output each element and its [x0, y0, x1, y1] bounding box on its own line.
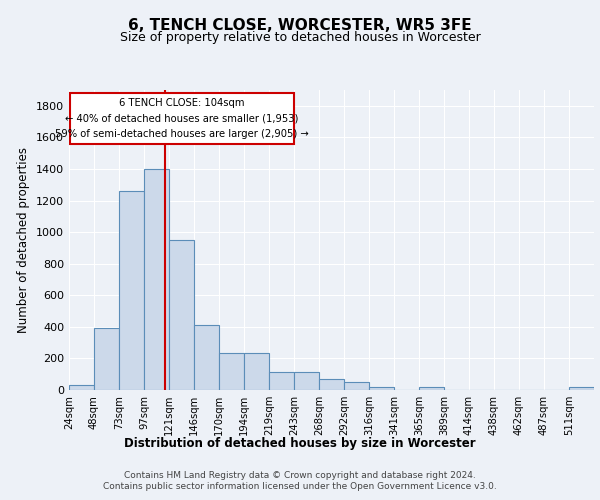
- Bar: [194, 326, 219, 390]
- FancyBboxPatch shape: [70, 93, 294, 144]
- Bar: [69, 386, 94, 390]
- Bar: [144, 169, 169, 390]
- Bar: [344, 382, 369, 390]
- Bar: [369, 387, 394, 390]
- Y-axis label: Number of detached properties: Number of detached properties: [17, 147, 31, 333]
- Bar: [219, 353, 244, 390]
- Bar: [294, 372, 319, 390]
- Bar: [319, 379, 344, 390]
- Text: Contains HM Land Registry data © Crown copyright and database right 2024.: Contains HM Land Registry data © Crown c…: [124, 471, 476, 480]
- Text: Contains public sector information licensed under the Open Government Licence v3: Contains public sector information licen…: [103, 482, 497, 491]
- Text: Size of property relative to detached houses in Worcester: Size of property relative to detached ho…: [119, 31, 481, 44]
- Bar: [244, 353, 269, 390]
- Bar: [419, 387, 444, 390]
- Bar: [169, 240, 194, 390]
- Bar: [269, 372, 294, 390]
- Bar: [569, 387, 594, 390]
- Bar: [119, 191, 144, 390]
- Bar: [94, 328, 119, 390]
- Text: Distribution of detached houses by size in Worcester: Distribution of detached houses by size …: [124, 438, 476, 450]
- Text: 6 TENCH CLOSE: 104sqm
← 40% of detached houses are smaller (1,953)
59% of semi-d: 6 TENCH CLOSE: 104sqm ← 40% of detached …: [55, 98, 309, 140]
- Text: 6, TENCH CLOSE, WORCESTER, WR5 3FE: 6, TENCH CLOSE, WORCESTER, WR5 3FE: [128, 18, 472, 32]
